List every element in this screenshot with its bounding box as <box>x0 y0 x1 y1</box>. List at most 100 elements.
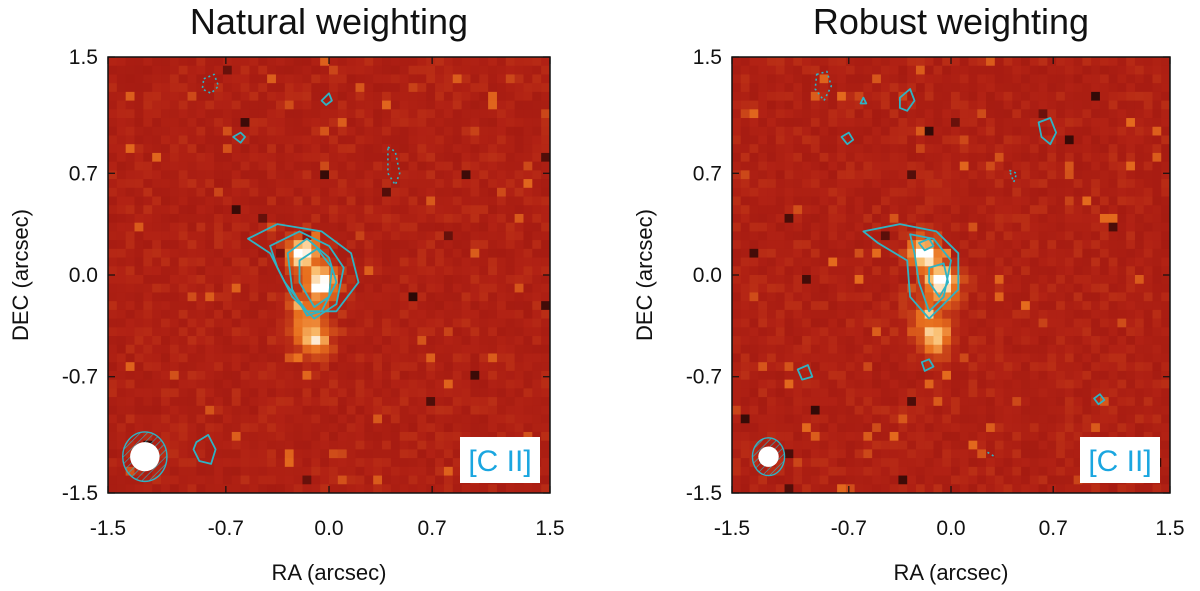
heatmap-pixel <box>819 170 829 180</box>
heatmap-pixel <box>523 109 533 119</box>
heatmap-pixel <box>187 309 197 319</box>
heatmap-pixel <box>152 379 162 389</box>
heatmap-pixel <box>284 458 295 468</box>
heatmap-pixel <box>337 318 348 328</box>
heatmap-pixel <box>898 475 908 485</box>
heatmap-pixel <box>740 370 750 381</box>
heatmap-pixel <box>898 301 908 311</box>
heatmap-pixel <box>898 423 908 433</box>
heatmap-pixel <box>116 65 127 75</box>
heatmap-pixel <box>1056 74 1066 84</box>
heatmap-pixel <box>364 309 374 319</box>
heatmap-pixel <box>1126 135 1136 145</box>
heatmap-pixel <box>249 266 259 276</box>
heatmap-pixel <box>1134 205 1145 215</box>
heatmap-pixel <box>915 57 926 67</box>
heatmap-pixel <box>152 231 162 241</box>
heatmap-pixel <box>116 248 127 258</box>
heatmap-pixel <box>532 431 542 442</box>
heatmap-pixel <box>258 466 268 476</box>
heatmap-pixel <box>505 397 516 407</box>
heatmap-pixel <box>275 327 286 337</box>
heatmap-pixel <box>470 405 480 415</box>
heatmap-pixel <box>222 57 233 67</box>
heatmap-pixel <box>1134 91 1145 101</box>
heatmap-pixel <box>496 222 507 232</box>
heatmap-pixel <box>443 388 454 398</box>
heatmap-pixel <box>872 475 882 485</box>
heatmap-pixel <box>767 126 777 136</box>
heatmap-pixel <box>933 100 943 110</box>
heatmap-pixel <box>373 231 383 241</box>
heatmap-pixel <box>382 475 392 485</box>
heatmap-pixel <box>837 344 847 354</box>
heatmap-pixel <box>933 283 943 293</box>
heatmap-pixel <box>187 248 197 258</box>
heatmap-pixel <box>915 388 926 398</box>
heatmap-pixel <box>1064 187 1075 197</box>
heatmap-pixel <box>889 91 899 101</box>
heatmap-pixel <box>1091 91 1101 101</box>
heatmap-pixel <box>196 318 206 328</box>
heatmap-pixel <box>1064 301 1075 311</box>
heatmap-pixel <box>169 353 180 363</box>
heatmap-pixel <box>541 257 550 267</box>
heatmap-pixel <box>837 292 847 302</box>
heatmap-pixel <box>740 240 750 250</box>
heatmap-pixel <box>125 109 135 119</box>
heatmap-pixel <box>1038 275 1048 285</box>
heatmap-pixel <box>1126 344 1136 354</box>
heatmap-pixel <box>293 100 303 110</box>
heatmap-pixel <box>802 275 812 285</box>
heatmap-pixel <box>732 275 742 285</box>
heatmap-pixel <box>355 222 365 232</box>
heatmap-pixel <box>161 405 171 415</box>
heatmap-pixel <box>329 318 339 328</box>
heatmap-pixel <box>749 327 759 337</box>
heatmap-pixel <box>364 196 374 206</box>
heatmap-pixel <box>951 336 961 346</box>
heatmap-pixel <box>986 170 996 180</box>
heatmap-pixel <box>810 170 820 180</box>
heatmap-pixel <box>959 179 969 189</box>
heatmap-pixel <box>178 466 188 476</box>
heatmap-pixel <box>1038 213 1048 224</box>
heatmap-pixel <box>169 74 180 84</box>
heatmap-pixel <box>775 135 785 145</box>
heatmap-pixel <box>1003 318 1013 328</box>
heatmap-pixel <box>320 484 330 493</box>
heatmap-pixel <box>1143 257 1153 267</box>
heatmap-pixel <box>178 231 188 241</box>
heatmap-pixel <box>408 309 418 319</box>
heatmap-pixel <box>435 126 445 136</box>
heatmap-pixel <box>541 196 550 206</box>
heatmap-pixel <box>426 170 436 180</box>
heatmap-pixel <box>872 109 882 119</box>
heatmap-pixel <box>1012 292 1022 302</box>
heatmap-pixel <box>435 379 445 389</box>
heatmap-pixel <box>1108 240 1118 250</box>
heatmap-pixel <box>452 388 462 398</box>
heatmap-pixel <box>231 414 241 424</box>
heatmap-pixel <box>258 292 268 302</box>
heatmap-pixel <box>802 440 812 450</box>
heatmap-pixel <box>810 344 820 354</box>
heatmap-pixel <box>1056 353 1066 363</box>
heatmap-pixel <box>169 161 180 171</box>
heatmap-pixel <box>994 213 1004 224</box>
heatmap-pixel <box>240 327 250 337</box>
heatmap-pixel <box>205 161 215 171</box>
heatmap-pixel <box>390 83 401 93</box>
heatmap-pixel <box>837 109 847 119</box>
heatmap-pixel <box>1073 309 1083 319</box>
heatmap-pixel <box>426 144 436 154</box>
heatmap-pixel <box>505 109 516 119</box>
heatmap-pixel <box>293 57 303 67</box>
heatmap-pixel <box>311 257 321 267</box>
heatmap-pixel <box>784 423 794 433</box>
heatmap-pixel <box>845 414 856 424</box>
heatmap-pixel <box>854 440 864 450</box>
heatmap-pixel <box>275 414 286 424</box>
heatmap-pixel <box>942 423 952 433</box>
heatmap-pixel <box>863 257 873 267</box>
